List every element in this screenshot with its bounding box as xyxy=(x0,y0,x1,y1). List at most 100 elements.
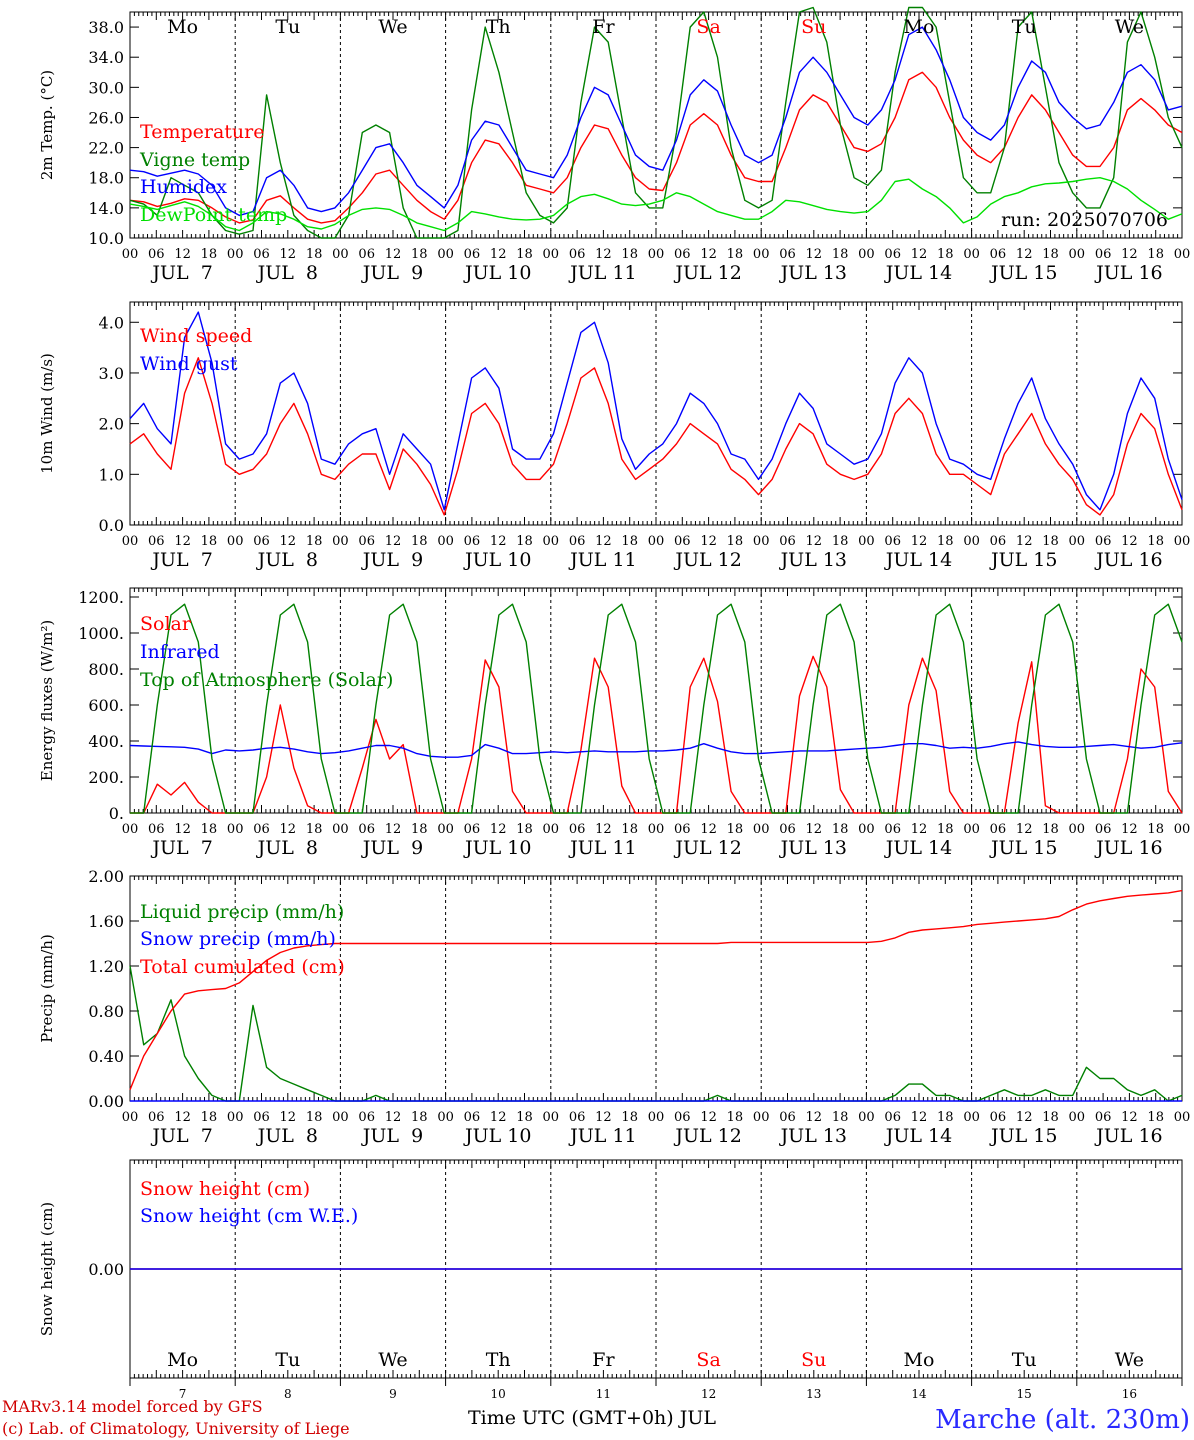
hour-label: 06 xyxy=(358,247,375,262)
hour-label: 18 xyxy=(201,534,218,549)
date-label: JUL 9 xyxy=(361,262,423,284)
weekday-labels-top: Mo Tu We Th Fr Sa Su Mo Tu We xyxy=(167,16,1144,38)
y-tick-label: 10.0 xyxy=(88,229,124,248)
weekday-label: Th xyxy=(486,16,511,38)
hour-label: 18 xyxy=(621,247,638,262)
y-axis-label: Energy fluxes (W/m²) xyxy=(38,620,56,781)
series-line-infrared xyxy=(129,741,1183,758)
hour-label: 06 xyxy=(253,534,270,549)
day-number: 14 xyxy=(911,1387,927,1401)
hour-label: 12 xyxy=(280,1110,297,1125)
hour-label: 18 xyxy=(937,1110,954,1125)
weekday-label: Tu xyxy=(275,16,300,38)
hour-label: 06 xyxy=(358,822,375,837)
hour-label: 00 xyxy=(963,534,980,549)
weekday-label: Sa xyxy=(696,16,720,38)
hour-label: 12 xyxy=(280,534,297,549)
legend-entry: Vigne temp xyxy=(139,149,250,171)
footer-lab: (c) Lab. of Climatology, University of L… xyxy=(2,1419,350,1438)
hour-label: 00 xyxy=(227,822,244,837)
x-axis-title: Time UTC (GMT+0h) JUL xyxy=(468,1407,716,1429)
hour-label: 06 xyxy=(148,822,165,837)
date-label: JUL 11 xyxy=(568,837,636,859)
date-label: JUL 15 xyxy=(989,549,1057,571)
y-tick-label: 400. xyxy=(88,732,124,751)
y-tick-label: 1.0 xyxy=(99,465,124,484)
hour-label: 12 xyxy=(911,822,928,837)
hour-label: 18 xyxy=(832,822,849,837)
y-tick-label: 0.40 xyxy=(88,1047,124,1066)
y-tick-label: 1200. xyxy=(78,588,124,607)
hour-label: 18 xyxy=(516,1110,533,1125)
hour-label: 18 xyxy=(621,822,638,837)
hour-label: 12 xyxy=(490,247,507,262)
y-axis-label: Snow height (cm) xyxy=(38,1202,56,1336)
weekday-label: Tu xyxy=(275,1349,300,1371)
day-number: 10 xyxy=(491,1387,506,1401)
hour-label: 00 xyxy=(753,822,770,837)
day-number: 8 xyxy=(284,1387,292,1401)
hour-label: 18 xyxy=(937,822,954,837)
y-tick-label: 38.0 xyxy=(88,18,124,37)
hour-label: 18 xyxy=(516,534,533,549)
hour-label: 18 xyxy=(621,1110,638,1125)
hour-label: 06 xyxy=(990,1110,1007,1125)
weekday-label: Mo xyxy=(167,16,198,38)
hour-label: 00 xyxy=(858,822,875,837)
date-label: JUL 7 xyxy=(150,549,212,571)
series-line-dewpoint-temp xyxy=(129,176,1183,232)
hour-label: 06 xyxy=(1095,1110,1112,1125)
weekday-labels-bottom: Mo Tu We Th Fr Sa Su Mo Tu We xyxy=(167,1349,1144,1371)
date-label: JUL 10 xyxy=(463,1125,531,1147)
y-axis-label: 10m Wind (m/s) xyxy=(38,353,56,474)
x-ticks xyxy=(129,12,1183,238)
hour-label: 12 xyxy=(490,534,507,549)
y-tick-label: 26.0 xyxy=(88,108,124,127)
y-tick-label: 3.0 xyxy=(99,364,124,383)
date-label: JUL 8 xyxy=(256,549,318,571)
hour-label: 12 xyxy=(385,822,402,837)
hour-label: 18 xyxy=(727,534,744,549)
hour-label: 00 xyxy=(1174,1110,1191,1125)
y-tick-label: 2.0 xyxy=(99,415,124,434)
hour-label: 12 xyxy=(1016,822,1033,837)
hour-label: 06 xyxy=(884,822,901,837)
day-number: 15 xyxy=(1017,1387,1032,1401)
hour-label: 00 xyxy=(1069,822,1086,837)
date-label: JUL 13 xyxy=(779,1125,847,1147)
hour-label: 00 xyxy=(963,247,980,262)
y-tick-label: 200. xyxy=(88,768,124,787)
date-label: JUL 16 xyxy=(1094,549,1162,571)
hour-label: 18 xyxy=(201,247,218,262)
y-tick-label: 1.60 xyxy=(88,912,124,931)
y-tick-label: 34.0 xyxy=(88,48,124,67)
hour-label: 12 xyxy=(490,1110,507,1125)
y-tick-label: 1.20 xyxy=(88,957,124,976)
hour-label: 06 xyxy=(779,1110,796,1125)
date-label: JUL 8 xyxy=(256,1125,318,1147)
hour-label: 12 xyxy=(806,247,823,262)
y-tick-label: 30.0 xyxy=(88,78,124,97)
hour-label: 18 xyxy=(1042,1110,1059,1125)
hour-label: 18 xyxy=(832,534,849,549)
hour-label: 06 xyxy=(674,534,691,549)
hour-label: 18 xyxy=(727,822,744,837)
hour-label: 18 xyxy=(1042,822,1059,837)
hour-label: 18 xyxy=(201,1110,218,1125)
hour-label: 12 xyxy=(595,534,612,549)
date-label: JUL 14 xyxy=(884,837,952,859)
hour-label: 06 xyxy=(1095,247,1112,262)
day-number: 9 xyxy=(389,1387,397,1401)
hour-label: 12 xyxy=(700,1110,717,1125)
hour-label: 06 xyxy=(569,1110,586,1125)
y-tick-label: 14.0 xyxy=(88,199,124,218)
hour-label: 00 xyxy=(1069,247,1086,262)
panel-1: 10.0 14.0 18.0 22.0 26.0 30.0 34.0 38.0 2m Temp.… xyxy=(38,6,1190,284)
hour-label: 06 xyxy=(674,247,691,262)
date-label: JUL 8 xyxy=(256,837,318,859)
hour-label: 00 xyxy=(1174,534,1191,549)
weekday-label: Tu xyxy=(1012,1349,1037,1371)
y-tick-label: 1000. xyxy=(78,624,124,643)
